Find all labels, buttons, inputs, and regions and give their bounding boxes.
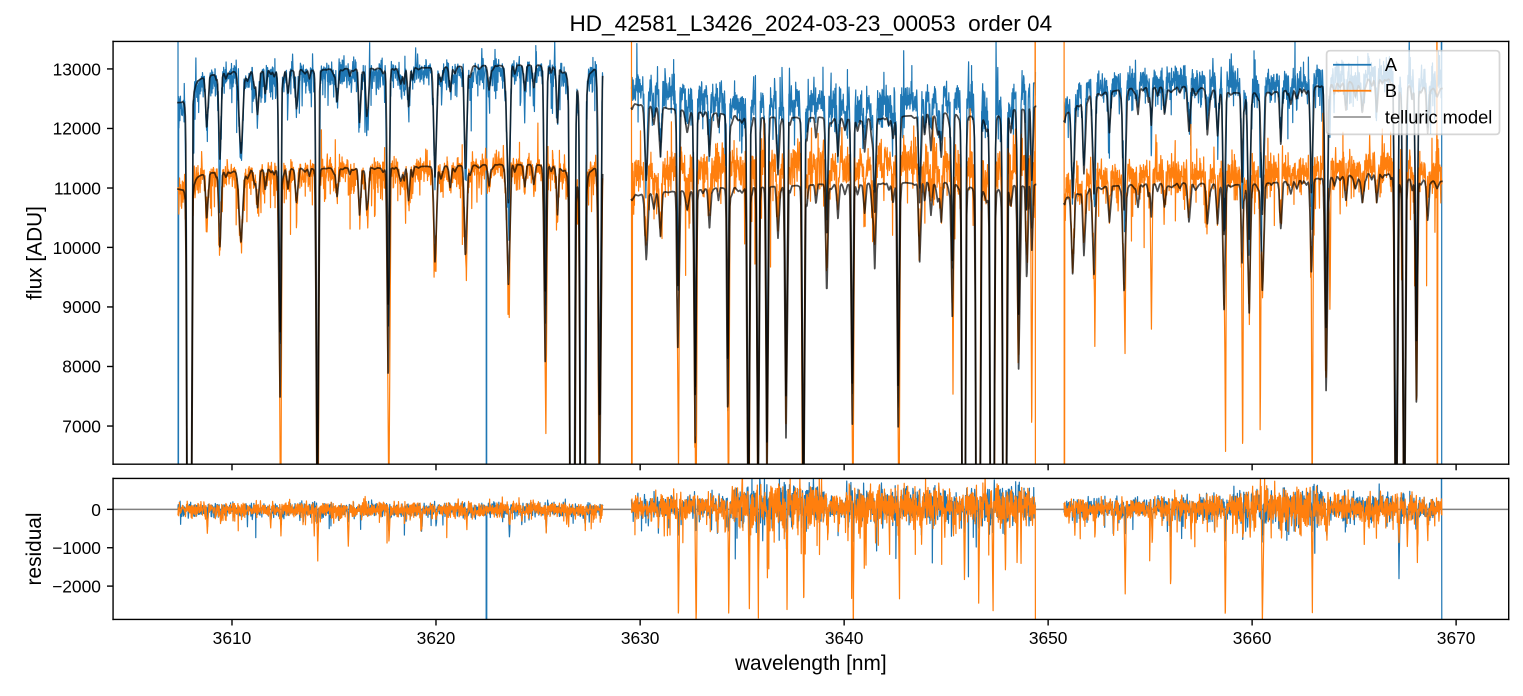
svg-text:residual: residual xyxy=(23,512,46,585)
svg-text:flux [ADU]: flux [ADU] xyxy=(23,206,46,300)
svg-text:13000: 13000 xyxy=(53,59,101,79)
svg-text:3650: 3650 xyxy=(1029,628,1068,648)
svg-text:3630: 3630 xyxy=(621,628,660,648)
svg-text:−1000: −1000 xyxy=(52,538,101,558)
svg-text:0: 0 xyxy=(91,500,101,520)
svg-text:12000: 12000 xyxy=(53,119,101,139)
svg-text:9000: 9000 xyxy=(62,297,101,317)
svg-text:3640: 3640 xyxy=(825,628,864,648)
svg-text:−2000: −2000 xyxy=(52,576,101,596)
svg-text:7000: 7000 xyxy=(62,416,101,436)
svg-text:HD_42581_L3426_2024-03-23_0005: HD_42581_L3426_2024-03-23_00053 order 04 xyxy=(569,11,1052,36)
svg-text:telluric model: telluric model xyxy=(1385,107,1492,127)
svg-text:11000: 11000 xyxy=(54,178,101,198)
svg-text:8000: 8000 xyxy=(62,357,101,377)
svg-text:3670: 3670 xyxy=(1437,628,1476,648)
svg-text:3660: 3660 xyxy=(1233,628,1272,648)
svg-text:10000: 10000 xyxy=(53,238,101,258)
svg-text:A: A xyxy=(1385,55,1398,75)
svg-text:3610: 3610 xyxy=(213,628,252,648)
svg-text:3620: 3620 xyxy=(417,628,456,648)
svg-text:wavelength [nm]: wavelength [nm] xyxy=(734,652,887,675)
svg-text:B: B xyxy=(1385,81,1397,101)
